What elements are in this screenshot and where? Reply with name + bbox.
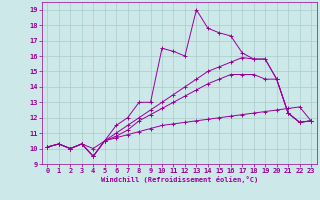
X-axis label: Windchill (Refroidissement éolien,°C): Windchill (Refroidissement éolien,°C) <box>100 176 258 183</box>
